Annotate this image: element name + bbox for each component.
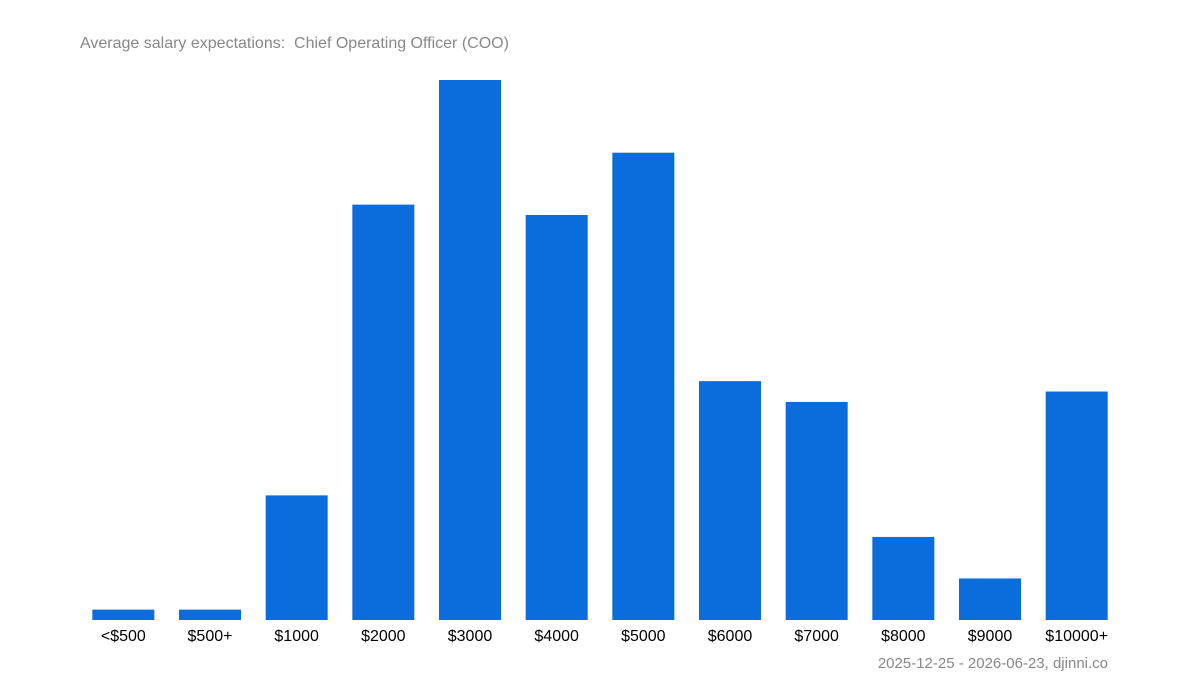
bar [785,401,848,620]
x-tick-label: $4000 [534,628,579,645]
x-tick-label: <$500 [101,628,146,645]
bar [872,536,935,620]
x-tick-label: $7000 [794,628,839,645]
chart-title: Average salary expectations: Chief Opera… [80,35,509,52]
bar [179,609,241,620]
x-tick-label: $3000 [448,628,493,645]
x-tick-label: $6000 [708,628,753,645]
bar [265,495,328,620]
x-tick-label: $10000+ [1045,628,1108,645]
x-tick-label: $1000 [274,628,319,645]
bar [439,80,501,620]
x-tick-label: $9000 [968,628,1013,645]
bar [92,609,155,620]
bar [699,381,761,620]
bar [525,215,588,620]
bar [1045,391,1108,620]
bar [352,204,415,620]
bar [612,152,675,620]
x-tick-label: $2000 [361,628,406,645]
x-tick-label: $500+ [188,628,233,645]
x-tick-label: $5000 [621,628,666,645]
chart-footer: 2025-12-25 - 2026-06-23, djinni.co [878,655,1108,672]
x-tick-label: $8000 [881,628,926,645]
bar [959,578,1021,620]
